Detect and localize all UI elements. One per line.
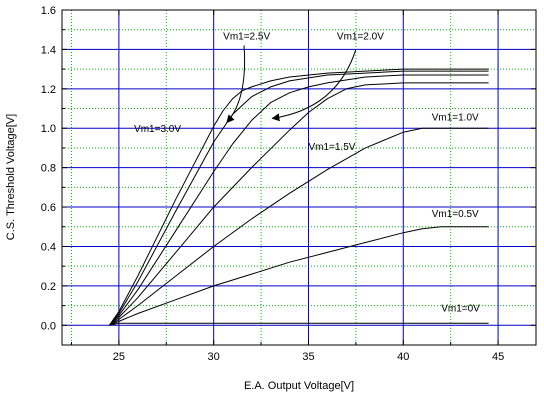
x-tick-label: 45 bbox=[492, 351, 504, 363]
y-tick-label: 1.6 bbox=[41, 5, 56, 17]
series-line-2 bbox=[109, 127, 489, 326]
series-line-6 bbox=[108, 68, 489, 326]
series-line-4 bbox=[109, 74, 489, 326]
y-axis-label: C.S. Threshold Voltage[V] bbox=[5, 114, 17, 240]
y-tick-label: 0.8 bbox=[41, 163, 56, 175]
series-line-1 bbox=[109, 226, 489, 326]
y-tick-label: 0.4 bbox=[41, 241, 56, 253]
y-tick-label: 0.0 bbox=[41, 320, 56, 332]
y-tick-label: 1.2 bbox=[41, 84, 56, 96]
annotation-arrow-1 bbox=[271, 49, 357, 122]
x-tick-label: 30 bbox=[208, 351, 220, 363]
y-tick-label: 0.2 bbox=[41, 281, 56, 293]
annotation-label-2: Vm1=3.0V bbox=[134, 124, 181, 135]
x-tick-label: 40 bbox=[397, 351, 409, 363]
series-line-0 bbox=[109, 322, 489, 326]
y-tick-label: 1.4 bbox=[41, 44, 56, 56]
y-tick-labels: 0.0 0.2 0.4 0.6 0.8 1.0 1.2 1.4 1.6 bbox=[41, 5, 56, 332]
x-tick-labels: 25 30 35 40 45 bbox=[113, 351, 504, 363]
annotation-layer: Vm1=2.5V Vm1=2.0V Vm1=3.0V Vm1=1.5V Vm1=1.0V… bbox=[134, 32, 480, 315]
annotation-label-0: Vm1=2.5V bbox=[223, 32, 270, 43]
arrow-layer bbox=[226, 45, 357, 124]
annotation-label-6: Vm1=0V bbox=[441, 304, 480, 315]
annotation-label-4: Vm1=1.0V bbox=[432, 112, 479, 123]
x-axis-label: E.A. Output Voltage[V] bbox=[244, 380, 354, 392]
major-grid bbox=[62, 9, 536, 345]
y-tick-label: 1.0 bbox=[41, 123, 56, 135]
plot-background bbox=[62, 10, 536, 345]
y-tick-label: 0.6 bbox=[41, 202, 56, 214]
annotation-arrow-0 bbox=[226, 45, 246, 124]
x-tick-label: 25 bbox=[113, 351, 125, 363]
annotation-label-5: Vm1=0.5V bbox=[432, 209, 479, 220]
series-layer bbox=[108, 68, 489, 326]
series-line-3 bbox=[109, 82, 489, 326]
series-line-5 bbox=[109, 70, 489, 326]
plot-frame bbox=[61, 9, 537, 346]
ticks-layer bbox=[62, 9, 536, 346]
annotation-label-3: Vm1=1.5V bbox=[308, 142, 355, 153]
annotation-label-1: Vm1=2.0V bbox=[337, 32, 384, 43]
x-tick-label: 35 bbox=[302, 351, 314, 363]
